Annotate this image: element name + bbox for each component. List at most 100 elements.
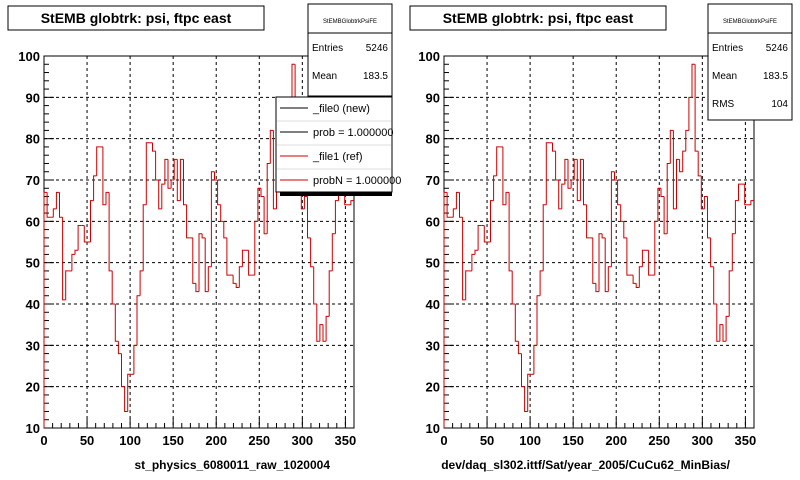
x-tick-label: 200 <box>605 433 627 448</box>
histogram-bin <box>688 96 692 131</box>
histogram-bin <box>155 151 159 181</box>
histogram-bin <box>170 179 175 189</box>
histogram-bin <box>490 200 494 242</box>
histogram-bin <box>319 324 323 342</box>
left-histogram <box>43 63 354 428</box>
histogram-bin <box>502 146 506 206</box>
histogram-bin <box>136 295 141 346</box>
histogram-bin <box>545 142 550 205</box>
histogram-bin <box>254 220 258 276</box>
histogram-bin <box>117 341 122 355</box>
left-stats-mean-label: Mean <box>312 71 337 82</box>
histogram-bin <box>731 233 736 271</box>
histogram-bin <box>90 200 94 242</box>
histogram-bin <box>505 191 510 205</box>
histogram-bin <box>446 192 451 218</box>
x-tick-label: 250 <box>248 433 270 448</box>
histogram-bin <box>536 295 541 346</box>
histogram-bin <box>493 175 497 201</box>
histogram-bin <box>217 180 221 206</box>
histogram-bin <box>263 196 268 235</box>
histogram-bin <box>207 266 212 292</box>
right-title: StEMB globtrk: psi, ftpc east <box>443 10 634 26</box>
histogram-bin <box>703 196 708 209</box>
histogram-bin <box>316 304 320 342</box>
histogram-bin <box>71 253 75 271</box>
histogram-bin <box>586 204 590 239</box>
histogram-bin <box>635 283 640 288</box>
histogram-bin <box>350 200 354 205</box>
histogram-bin <box>266 162 271 234</box>
histogram-bin <box>744 184 748 206</box>
x-tick-label: 250 <box>648 433 670 448</box>
y-tick-label: 80 <box>26 132 40 147</box>
histogram-bin <box>179 158 184 201</box>
histogram-bin <box>108 192 113 272</box>
histogram-bin <box>734 200 739 234</box>
histogram-bin <box>465 270 469 300</box>
y-tick-label: 50 <box>426 256 440 271</box>
histogram-bin <box>161 183 165 209</box>
y-tick-label: 10 <box>26 421 40 436</box>
histogram-bin <box>152 142 156 152</box>
histogram-bin <box>517 341 522 355</box>
x-tick-label: 200 <box>205 433 227 448</box>
x-tick-label: 150 <box>162 433 184 448</box>
histogram-bin <box>96 146 100 176</box>
histogram-bin <box>62 217 66 301</box>
histogram-bin <box>111 270 116 305</box>
histogram-bin <box>474 249 479 255</box>
left-stats-entries-label: Entries <box>312 43 343 54</box>
histogram-bin <box>462 217 466 301</box>
x-tick-label: 350 <box>735 433 757 448</box>
histogram-bin <box>598 233 603 292</box>
histogram-bin <box>186 204 190 239</box>
y-tick-label: 60 <box>426 214 440 229</box>
left-tick-labels: 0 50 100 150 200 250 300 350 10 20 30 40 50 60 70 80 90 1… <box>18 49 356 448</box>
histogram-bin <box>570 179 575 189</box>
histogram-bin <box>623 221 627 239</box>
histogram-bin <box>738 183 742 201</box>
histogram-bin <box>223 221 227 239</box>
histogram-bin <box>334 200 339 234</box>
histogram-bin <box>555 151 559 181</box>
right-tick-labels: 0 50 100 150 200 250 300 350 10 20 30 40 50 60 70 80 90 1… <box>418 49 756 448</box>
histogram-bin <box>617 180 621 206</box>
y-tick-label: 50 <box>26 256 40 271</box>
histogram-bin <box>43 191 48 428</box>
histogram-bin <box>310 237 314 268</box>
histogram-bin <box>666 162 671 234</box>
left-title: StEMB globtrk: psi, ftpc east <box>41 10 232 26</box>
histogram-bin <box>496 146 500 176</box>
histogram-bin <box>539 270 544 296</box>
left-stats-mean-value: 183.5 <box>363 71 388 82</box>
histogram-bin <box>303 196 308 209</box>
histogram-bin <box>139 270 144 296</box>
histogram-bin <box>542 204 547 271</box>
histogram-bin <box>728 270 733 317</box>
histogram-bin <box>564 158 568 185</box>
histogram-bin <box>610 171 615 267</box>
left-legend: _file0 (new) prob = 1.000000 _file1 (ref… <box>275 96 401 196</box>
left-stats-entries-value: 5246 <box>366 43 389 54</box>
left-ticks <box>43 55 355 429</box>
x-tick-label: 0 <box>40 433 47 448</box>
x-tick-label: 300 <box>691 433 713 448</box>
histogram-bin <box>524 386 528 412</box>
histogram-bin <box>558 180 562 210</box>
histogram-bin <box>561 183 565 209</box>
histogram-bin <box>679 159 683 173</box>
histogram-bin <box>198 233 203 292</box>
histogram-bin <box>638 266 643 288</box>
y-tick-label: 60 <box>26 214 40 229</box>
left-stats-box: StEMBGlobtrkPsiFE Entries 5246 Mean 183.… <box>307 3 393 97</box>
left-panel: StEMB globtrk: psi, ftpc east 0 50 100 150 2… <box>7 3 401 472</box>
right-stats-box: StEMBGlobtrkPsiFE Entries 5246 Mean 183.… <box>707 3 793 121</box>
histogram-bin <box>322 324 327 342</box>
histogram-bin <box>145 142 150 205</box>
histogram-bin <box>533 344 537 375</box>
y-tick-label: 40 <box>26 297 40 312</box>
right-stats-mean-value: 183.5 <box>763 71 788 82</box>
x-tick-label: 150 <box>562 433 584 448</box>
histogram-bin <box>74 249 79 255</box>
